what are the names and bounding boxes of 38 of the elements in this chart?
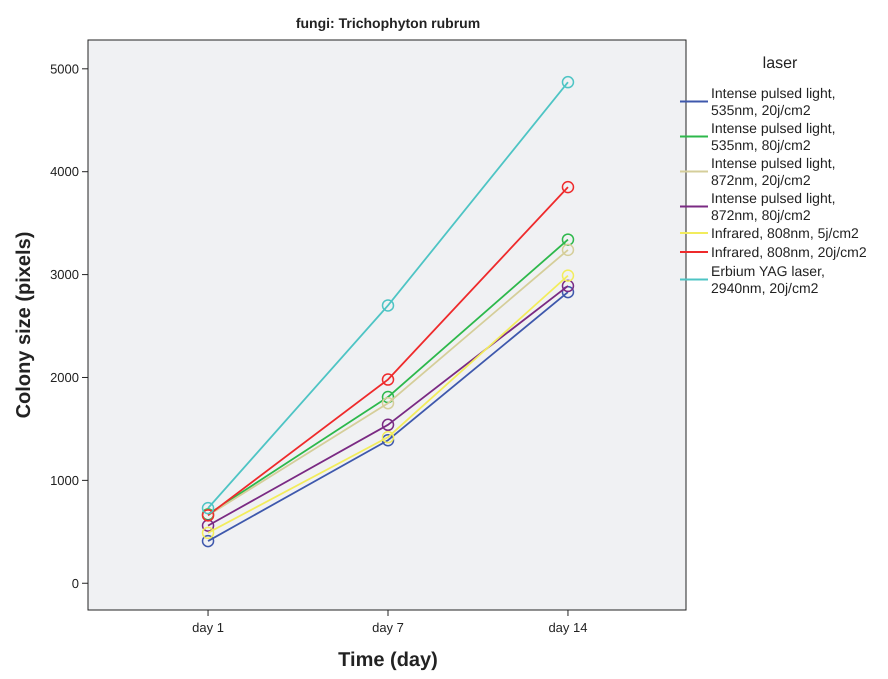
x-tick-label: day 7 <box>372 620 404 635</box>
point <box>382 390 394 404</box>
y-tick-label: 0 <box>72 576 79 591</box>
point <box>202 502 214 514</box>
point <box>562 244 574 256</box>
legend-label: Intense pulsed light, 535nm, 20j/cm2 <box>711 85 836 118</box>
point <box>562 280 574 292</box>
x-axis-title: Time (day) <box>338 649 438 671</box>
y-tick-label: 4000 <box>50 164 79 180</box>
point <box>382 430 394 444</box>
point <box>382 299 394 312</box>
point <box>562 180 574 194</box>
y-axis-title: Colony size (pixels) <box>13 232 35 418</box>
legend-label: Intense pulsed light, 535nm, 80j/cm2 <box>711 120 836 153</box>
y-tick-label: 5000 <box>50 61 79 76</box>
point <box>202 526 214 540</box>
legend-label: Intense pulsed light, 872nm, 20j/cm2 <box>711 155 836 188</box>
point <box>202 519 214 532</box>
legend-label: Erbium YAG laser, 2940nm, 20j/cm2 <box>711 263 825 296</box>
legend-label: Infrared, 808nm, 5j/cm2 <box>711 225 860 241</box>
y-tick-label: 2000 <box>50 370 79 386</box>
point <box>202 534 214 548</box>
x-tick-label: day 1 <box>192 620 224 635</box>
point <box>562 233 574 246</box>
x-tick-label: day 14 <box>548 620 588 635</box>
point <box>382 373 394 386</box>
chart-title: fungi: Trichophyton rubrum <box>296 15 480 31</box>
point <box>382 418 394 432</box>
point <box>382 434 394 446</box>
legend-label: Intense pulsed light, 872nm, 80j/cm2 <box>711 190 836 223</box>
y-tick-label: 1000 <box>50 472 79 488</box>
point <box>562 286 574 298</box>
point <box>562 76 574 88</box>
legend-label: Infrared, 808nm, 20j/cm2 <box>711 244 867 260</box>
point <box>562 269 574 282</box>
y-tick-label: 3000 <box>50 267 79 282</box>
legend-title: laser <box>762 55 798 72</box>
point <box>382 396 394 410</box>
